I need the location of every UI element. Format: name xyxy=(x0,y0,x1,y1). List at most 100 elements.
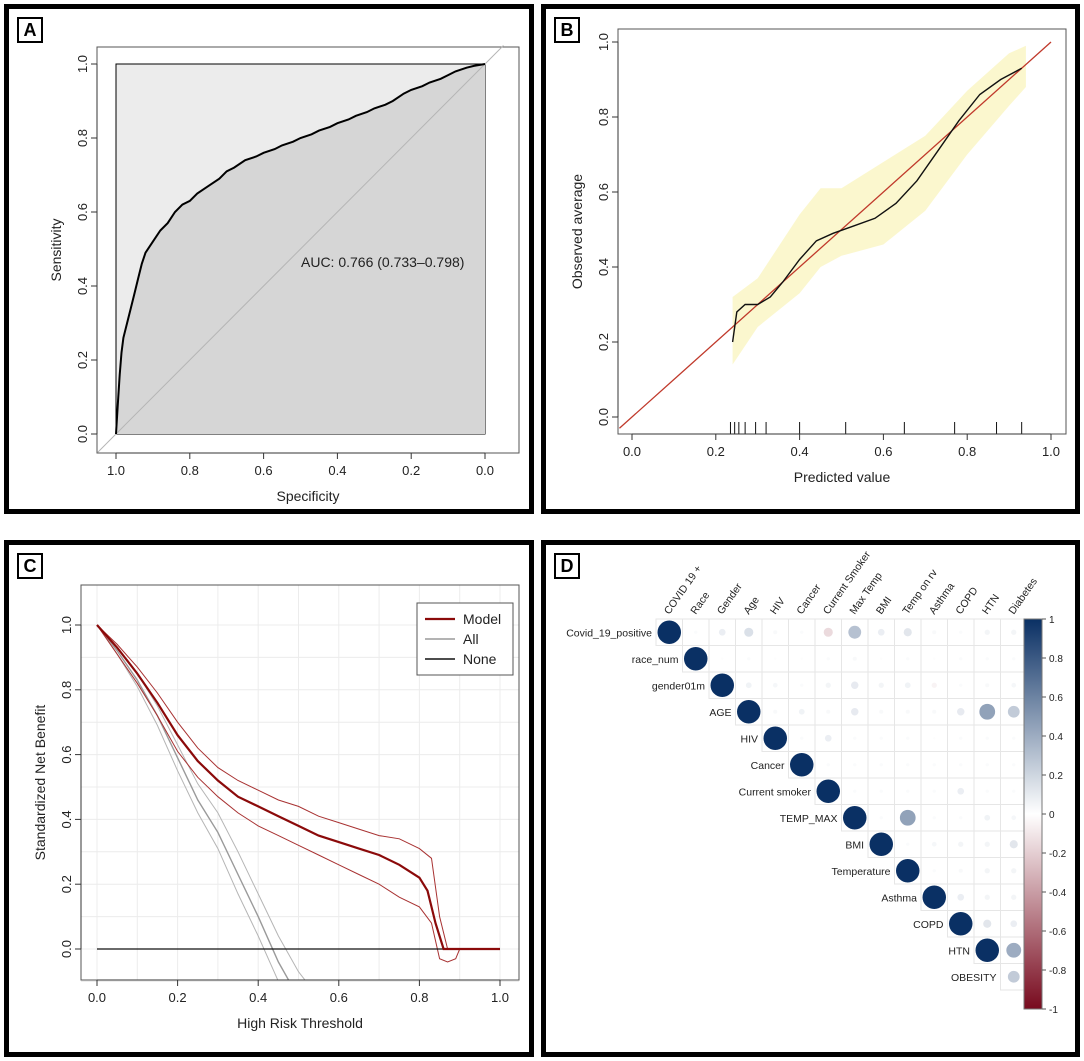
correlation-circle xyxy=(906,842,910,846)
matrix-cell xyxy=(920,645,948,673)
correlation-circle xyxy=(1009,840,1018,849)
correlation-circle xyxy=(1011,629,1017,635)
correlation-circle xyxy=(879,709,884,714)
y-tick-label: 0.6 xyxy=(75,203,90,221)
y-tick-label: 0.8 xyxy=(596,108,611,126)
correlation-circle xyxy=(957,708,965,716)
y-tick-label: 0.2 xyxy=(59,875,74,893)
y-tick-label: 0.8 xyxy=(59,681,74,699)
x-tick-label: 0.4 xyxy=(328,463,346,478)
correlation-circle xyxy=(906,763,910,767)
correlation-circle xyxy=(816,779,840,803)
x-tick-label: 1.0 xyxy=(1042,444,1060,459)
x-tick-label: 1.0 xyxy=(491,990,509,1005)
row-label: BMI xyxy=(845,839,864,851)
correlation-circle xyxy=(932,709,937,714)
correlation-circle xyxy=(985,683,990,688)
correlation-circle xyxy=(931,841,937,847)
row-label: Current smoker xyxy=(739,786,812,798)
x-tick-label: 0.6 xyxy=(330,990,348,1005)
row-label: Asthma xyxy=(881,892,917,904)
column-label: Gender xyxy=(715,581,745,617)
correlation-circle xyxy=(747,657,751,661)
correlation-circle xyxy=(737,700,761,724)
y-tick-label: 0.2 xyxy=(596,333,611,351)
correlation-circle xyxy=(773,709,778,714)
correlation-circle xyxy=(975,938,999,962)
x-tick-label: 0.0 xyxy=(623,444,641,459)
panel-c: 0.0 0.2 0.4 0.6 0.8 1.0 0.0 0.2 0.4 0.6 0.8 1.0 High… xyxy=(4,540,534,1057)
correlation-circle xyxy=(869,832,893,856)
correlation-circle xyxy=(904,682,911,689)
correlation-circle xyxy=(879,816,883,820)
row-label: gender01m xyxy=(652,680,705,692)
correlation-circle xyxy=(800,683,804,687)
correlation-circle xyxy=(879,763,883,767)
chance-diagonal xyxy=(97,45,504,453)
correlation-circle xyxy=(826,657,830,661)
y-tick-label: 0.0 xyxy=(596,408,611,426)
y-tick-label: 0.6 xyxy=(596,183,611,201)
panel-d-label: D xyxy=(554,553,580,579)
correlation-circle xyxy=(824,734,832,742)
calibration-curve xyxy=(731,67,1023,343)
x-tick-label: 0.4 xyxy=(249,990,267,1005)
row-label: race_num xyxy=(632,654,679,666)
legend-label: Model xyxy=(463,611,501,627)
correlation-circle xyxy=(933,737,936,740)
correlation-circle xyxy=(745,682,752,689)
colorbar-tick-label: -0.4 xyxy=(1049,888,1067,899)
correlation-circle xyxy=(896,859,920,883)
y-tick-label: 0.8 xyxy=(75,129,90,147)
correlation-circle xyxy=(959,630,963,634)
y-tick-label: 1.0 xyxy=(596,33,611,51)
correlation-circle xyxy=(790,753,814,777)
y-tick-label: 1.0 xyxy=(59,616,74,634)
colorbar-tick-label: -1 xyxy=(1049,1005,1058,1016)
legend-label: All xyxy=(463,631,479,647)
correlation-circle xyxy=(1012,736,1016,740)
x-tick-label: 0.0 xyxy=(88,990,106,1005)
y-tick-label: 0.0 xyxy=(59,940,74,958)
correlation-circle xyxy=(851,681,859,689)
correlation-circle xyxy=(1011,815,1017,821)
y-tick-label: 0.4 xyxy=(59,810,74,828)
correlation-circle xyxy=(878,682,884,688)
correlation-circle xyxy=(985,763,989,767)
correlation-circle xyxy=(983,919,992,928)
correlation-circle xyxy=(684,647,708,671)
correlation-circle xyxy=(932,630,937,635)
x-tick-label: 0.2 xyxy=(707,444,725,459)
correlation-circle xyxy=(772,682,778,688)
correlation-circle xyxy=(1012,763,1016,767)
correlation-circle xyxy=(957,787,965,795)
column-label: Race xyxy=(688,590,712,617)
ideal-line xyxy=(618,41,1052,429)
panel-b: 0.0 0.2 0.4 0.6 0.8 1.0 0.0 0.2 0.4 0.6 0.8 1.0 Pred… xyxy=(541,4,1080,514)
correlation-circle xyxy=(853,736,857,740)
y-axis-title: Observed average xyxy=(569,174,585,289)
x-tick-label: 0.8 xyxy=(958,444,976,459)
auc-annotation: AUC: 0.766 (0.733–0.798) xyxy=(301,254,464,270)
correlation-circle xyxy=(657,620,681,644)
correlation-circle xyxy=(823,627,833,637)
correlation-circle xyxy=(853,789,857,793)
correlation-circle xyxy=(906,736,910,740)
decision-curve-chart: 0.0 0.2 0.4 0.6 0.8 1.0 0.0 0.2 0.4 0.6 0.8 1.0 High… xyxy=(32,584,520,1031)
colorbar-tick-label: -0.2 xyxy=(1049,849,1067,860)
correlation-circle xyxy=(984,629,990,635)
correlation-circle xyxy=(718,628,726,636)
correlation-circle xyxy=(984,841,990,847)
panel-d: Covid_19_positive race_num gender01m AGE HIV… xyxy=(541,540,1080,1057)
correlation-circle xyxy=(774,657,777,660)
correlation-circle xyxy=(979,703,996,720)
column-label: BMI xyxy=(874,595,895,617)
correlation-circle xyxy=(721,657,724,660)
y-tick-label: 0.4 xyxy=(596,258,611,276)
colorbar-tick-label: 0.6 xyxy=(1049,693,1063,704)
correlation-circle xyxy=(694,630,698,634)
x-tick-label: 0.8 xyxy=(181,463,199,478)
correlation-circle xyxy=(826,763,830,767)
panel-a: 1.0 0.8 0.6 0.4 0.2 0.0 0.0 0.2 0.4 0.6 0.8 1.0 Spec… xyxy=(4,4,534,514)
correlation-circle xyxy=(932,789,936,793)
